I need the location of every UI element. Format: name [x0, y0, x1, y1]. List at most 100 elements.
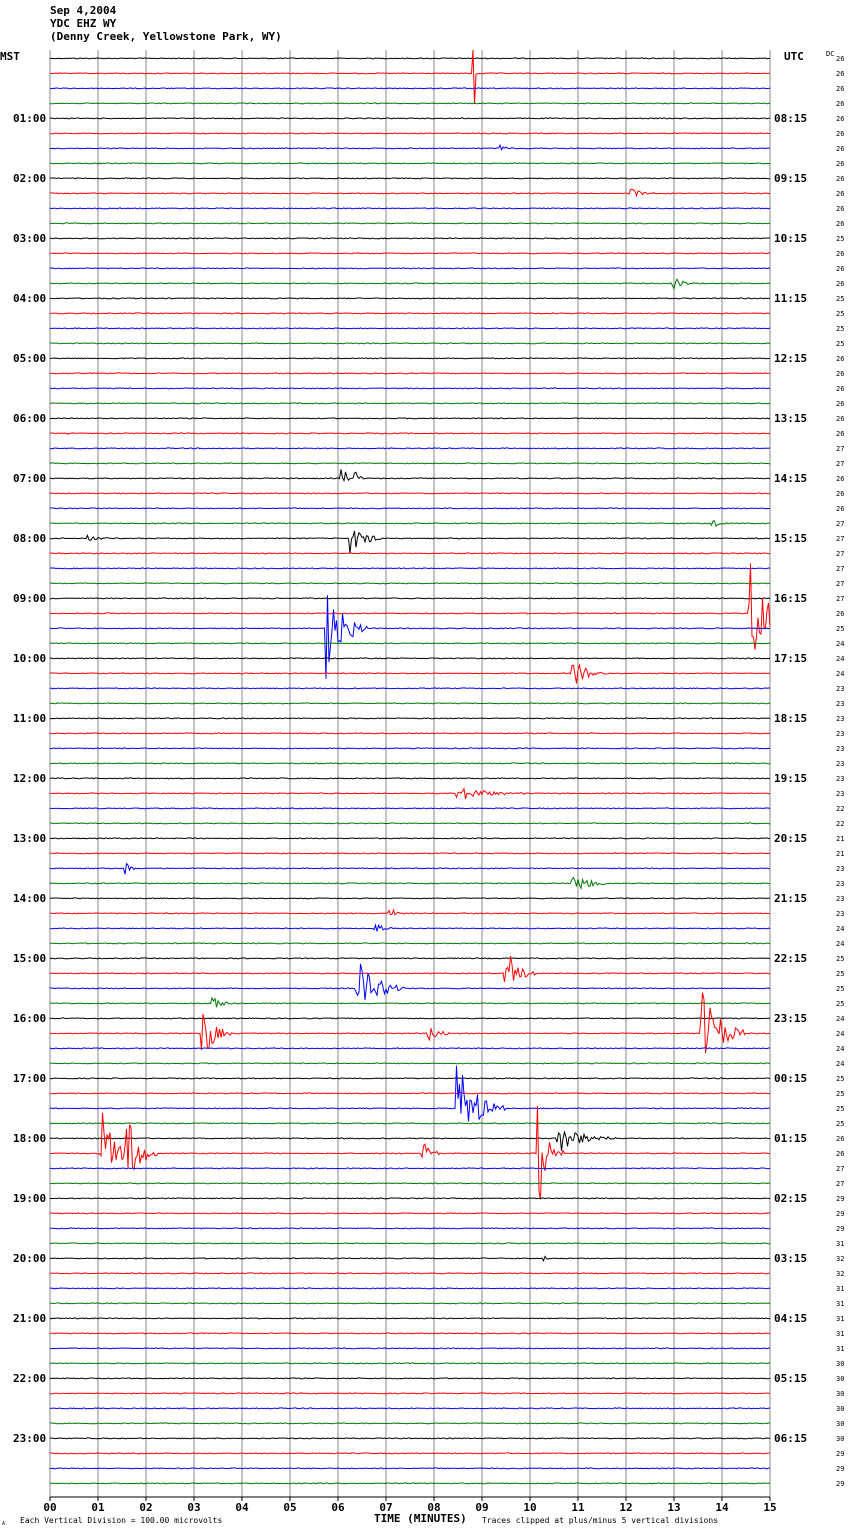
trace-line-25 — [49, 432, 771, 435]
trace-line-33 — [49, 552, 771, 555]
dc-value: 31 — [836, 1315, 844, 1323]
trace-line-6 — [49, 143, 771, 151]
trace-line-36 — [50, 597, 771, 600]
dc-value: 29 — [836, 1225, 844, 1233]
x-tick-label: 08 — [427, 1501, 440, 1514]
trace-line-72 — [49, 1130, 770, 1151]
trace-line-37 — [49, 563, 771, 650]
dc-value: 26 — [836, 85, 844, 93]
right-hour-label: 09:15 — [774, 172, 807, 185]
x-tick-label: 05 — [283, 1501, 296, 1514]
dc-value: 27 — [836, 445, 844, 453]
trace-line-31 — [50, 520, 771, 528]
dc-value: 25 — [836, 235, 844, 243]
dc-value: 26 — [836, 190, 844, 198]
trace-line-74 — [49, 1167, 771, 1170]
left-hour-label: 15:00 — [13, 952, 46, 965]
trace-line-94 — [49, 1467, 771, 1470]
trace-line-64 — [49, 1017, 771, 1020]
trace-line-10 — [49, 207, 771, 210]
trace-line-88 — [49, 1377, 771, 1380]
trace-line-24 — [49, 417, 771, 420]
right-hour-label: 01:15 — [774, 1132, 807, 1145]
right-hour-label: 04:15 — [774, 1312, 807, 1325]
minute-gridlines — [49, 50, 771, 1498]
left-hour-label: 11:00 — [13, 712, 46, 725]
dc-value: 24 — [836, 655, 844, 663]
dc-value: 24 — [836, 640, 844, 648]
dc-value: 26 — [836, 370, 844, 378]
trace-line-87 — [49, 1362, 771, 1365]
dc-value: 30 — [836, 1405, 844, 1413]
left-hour-label: 04:00 — [13, 292, 46, 305]
station-location: (Denny Creek, Yellowstone Park, WY) — [50, 30, 282, 43]
dc-value: 26 — [836, 250, 844, 258]
dc-value: 24 — [836, 1060, 844, 1068]
left-hour-label: 16:00 — [13, 1012, 46, 1025]
x-tick-label: 12 — [619, 1501, 632, 1514]
dc-value: 32 — [836, 1255, 844, 1263]
trace-line-43 — [49, 702, 771, 705]
dc-value: 27 — [836, 595, 844, 603]
trace-line-26 — [49, 447, 771, 450]
trace-line-67 — [49, 1062, 771, 1065]
left-hour-label: 12:00 — [13, 772, 46, 785]
dc-value: 27 — [836, 520, 844, 528]
dc-value: 27 — [836, 565, 844, 573]
right-hour-label: 16:15 — [774, 592, 807, 605]
dc-value: 25 — [836, 1000, 844, 1008]
dc-column-label: DC — [826, 50, 834, 58]
x-tick-label: 09 — [475, 1501, 488, 1514]
dc-value: 26 — [836, 130, 844, 138]
trace-line-75 — [49, 1182, 771, 1185]
dc-value: 32 — [836, 1270, 844, 1278]
left-hour-label: 18:00 — [13, 1132, 46, 1145]
right-hour-label: 08:15 — [774, 112, 807, 125]
dc-value: 26 — [836, 55, 844, 63]
x-tick-label: 14 — [715, 1501, 729, 1514]
dc-value: 26 — [836, 505, 844, 513]
dc-value: 26 — [836, 115, 844, 123]
trace-line-27 — [49, 462, 771, 465]
trace-line-29 — [49, 492, 771, 495]
trace-line-17 — [49, 312, 770, 315]
trace-line-1 — [49, 49, 770, 105]
trace-line-63 — [49, 996, 771, 1008]
dc-value: 31 — [836, 1345, 844, 1353]
x-tick-label: 11 — [571, 1501, 585, 1514]
trace-line-44 — [49, 717, 771, 720]
right-hour-label: 05:15 — [774, 1372, 807, 1385]
trace-line-9 — [49, 188, 771, 198]
dc-value: 29 — [836, 1480, 844, 1488]
trace-line-28 — [49, 469, 771, 483]
trace-line-77 — [49, 1212, 771, 1215]
x-tick-label: 03 — [187, 1501, 200, 1514]
trace-line-91 — [50, 1422, 771, 1425]
dc-value: 26 — [836, 175, 844, 183]
dc-value: 26 — [836, 355, 844, 363]
trace-line-65 — [49, 992, 771, 1054]
trace-line-73 — [50, 1105, 771, 1200]
x-tick-label: 10 — [523, 1501, 536, 1514]
trace-line-48 — [49, 777, 771, 780]
dc-value: 23 — [836, 910, 844, 918]
trace-line-59 — [49, 942, 771, 945]
trace-line-86 — [50, 1347, 771, 1350]
dc-value: 26 — [836, 160, 844, 168]
plot-header: Sep 4,2004 YDC EHZ WY (Denny Creek, Yell… — [50, 4, 282, 43]
trace-line-40 — [49, 657, 771, 660]
dc-value: 21 — [836, 850, 844, 858]
clipping-note: Traces clipped at plus/minus 5 vertical … — [482, 1516, 718, 1525]
trace-line-12 — [49, 237, 770, 240]
dc-value: 24 — [836, 1015, 844, 1023]
trace-line-49 — [49, 787, 771, 800]
trace-line-71 — [49, 1122, 771, 1125]
trace-line-79 — [49, 1242, 770, 1245]
x-tick-label: 07 — [379, 1501, 392, 1514]
right-hour-label: 18:15 — [774, 712, 807, 725]
dc-value: 26 — [836, 385, 844, 393]
seismic-traces — [49, 49, 771, 1485]
dc-value: 23 — [836, 745, 844, 753]
trace-line-46 — [49, 747, 771, 750]
dc-value: 26 — [836, 490, 844, 498]
